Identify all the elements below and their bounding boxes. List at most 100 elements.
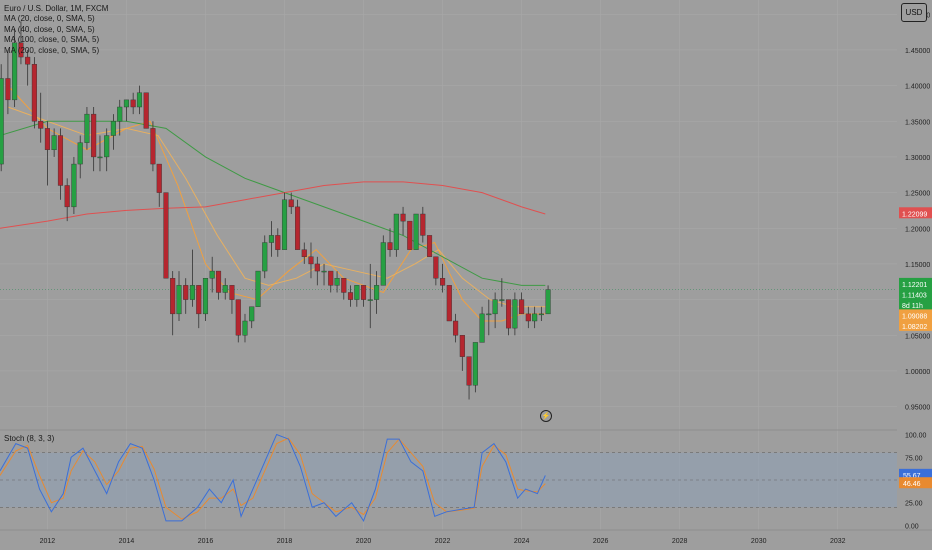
candle-body (77, 142, 83, 165)
candle-body (400, 213, 406, 222)
candle-body (25, 56, 31, 65)
candle-body (420, 213, 426, 236)
price-tick-label: 1.30000 (905, 155, 930, 162)
candle-body (5, 78, 11, 101)
time-tick-label: 2024 (514, 538, 530, 545)
candle-body (288, 199, 294, 208)
candle-body (446, 285, 452, 322)
candle-body (150, 128, 156, 165)
candle-body (367, 299, 373, 301)
stoch-line (0, 433, 546, 523)
candle-body (545, 289, 551, 315)
candle-body (229, 285, 235, 300)
price-tick-label: 1.05000 (905, 333, 930, 340)
candle-body (268, 235, 275, 243)
candle-body (328, 270, 334, 286)
stochastic-pane (0, 429, 897, 523)
price-label-text: 1.09088 (902, 313, 927, 320)
candle-body (130, 99, 136, 108)
ma-200-label[interactable]: MA (200, close, 0, SMA, 5) (4, 45, 100, 55)
price-label-badge (899, 319, 932, 331)
stoch-label[interactable]: Stoch (8, 3, 3) (4, 434, 55, 443)
candle-body (209, 270, 215, 279)
price-label-text: 1.11403 (902, 292, 927, 299)
symbol-title[interactable]: Euro / U.S. Dollar, 1M, FXCM (4, 4, 109, 13)
price-label-text: 8d 11h (902, 303, 923, 310)
ma-40-label[interactable]: MA (40, close, 0, SMA, 5) (4, 24, 95, 34)
candle-body (281, 199, 288, 250)
candle-body (176, 285, 182, 315)
candle-body (183, 285, 189, 300)
candle-body (407, 220, 413, 250)
candle-body (110, 121, 116, 136)
candle-body (525, 313, 531, 322)
candle-body (64, 185, 70, 208)
price-label-text: 1.08202 (902, 324, 927, 331)
candle-body (196, 285, 202, 315)
candle-body (380, 242, 386, 286)
candle-body (249, 306, 255, 322)
indicator-legend: Euro / U.S. Dollar, 1M, FXCM MA (20, clo… (4, 4, 108, 56)
candle-body (163, 192, 169, 279)
stoch-value-badge (899, 477, 932, 489)
stoch-tick-label: 25.00 (905, 501, 923, 508)
candle-body (143, 92, 149, 129)
candle-body (189, 285, 195, 300)
candle-body (31, 63, 37, 122)
price-tick-label: 1.00000 (905, 369, 930, 376)
time-tick-label: 2012 (40, 538, 56, 545)
candle-body (492, 299, 498, 315)
candle-body (71, 163, 77, 208)
price-label-badge (899, 207, 932, 219)
time-tick-label: 2030 (751, 538, 767, 545)
candle-body (459, 335, 465, 357)
currency-button[interactable]: USD (901, 3, 927, 22)
time-tick-label: 2014 (119, 538, 135, 545)
price-tick-label: 1.35000 (905, 119, 930, 126)
candle-body (91, 113, 97, 158)
candle-body (374, 285, 380, 300)
stoch-tick-label: 0.00 (905, 523, 919, 530)
candle-body (334, 278, 340, 286)
candle-body (506, 299, 512, 329)
candle-body (433, 256, 439, 279)
candle-body (512, 299, 518, 329)
stoch-tick-label: 100.00 (905, 433, 927, 440)
candle-body (222, 285, 228, 293)
candle-body (301, 249, 307, 258)
price-tick-label: 1.45000 (905, 48, 930, 55)
candlesticks (0, 21, 551, 400)
candle-body (341, 278, 347, 293)
time-tick-label: 2028 (672, 538, 688, 545)
price-label-badge (899, 288, 932, 300)
flash-icon[interactable]: ⚡ (540, 410, 552, 422)
candle-body (413, 213, 419, 250)
candle-body (466, 356, 472, 386)
price-tick-label: 1.15000 (905, 262, 930, 269)
candle-body (44, 128, 50, 150)
price-grid (0, 289, 897, 290)
candle-body (360, 285, 367, 300)
price-tick-label: 1.25000 (905, 191, 930, 198)
ma-line (7, 106, 546, 308)
time-tick-label: 2016 (198, 538, 214, 545)
stoch-tick-label: 75.00 (905, 455, 923, 462)
candle-body (104, 135, 110, 158)
price-label-badge (899, 277, 932, 289)
ma-20-label[interactable]: MA (20, close, 0, SMA, 5) (4, 14, 95, 24)
candle-body (97, 156, 103, 159)
candle-body (393, 213, 399, 250)
candle-body (202, 278, 209, 315)
candle-body (440, 278, 446, 286)
time-tick-label: 2032 (830, 538, 846, 545)
price-label-text: 1.22099 (902, 211, 927, 218)
price-label-text: 1.12201 (902, 282, 927, 289)
ma-100-label[interactable]: MA (100, close, 0, SMA, 5) (4, 35, 100, 45)
price-label-badge (899, 298, 932, 310)
candle-body (136, 92, 143, 108)
candle-body (426, 235, 433, 257)
time-tick-label: 2026 (593, 538, 609, 545)
stoch-value-label: 55.67 (903, 473, 921, 480)
candle-body (519, 299, 525, 315)
